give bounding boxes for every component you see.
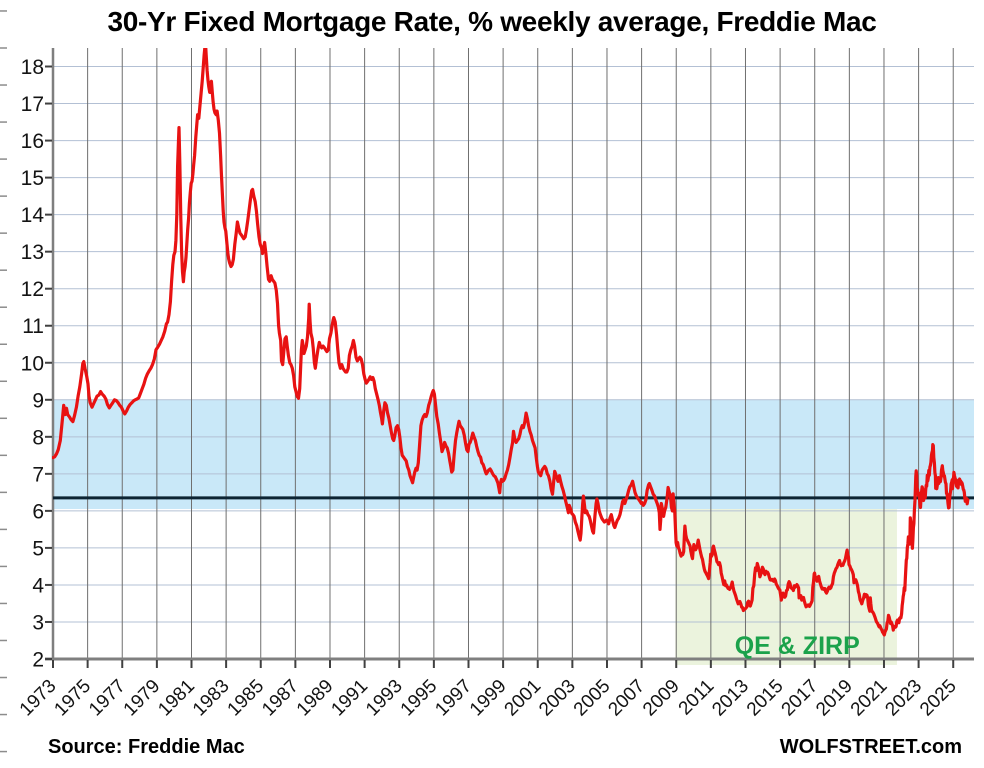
x-tick-label: 2009 (639, 676, 684, 721)
x-tick-label: 2023 (881, 676, 926, 721)
rate-line-series (52, 48, 970, 637)
qe-zirp-region (675, 509, 897, 665)
chart-annotations: QE & ZIRP (735, 632, 860, 660)
y-tick-label: 6 (32, 500, 44, 523)
six-to-nine-percent-band (53, 399, 974, 510)
x-tick-label: 1977 (85, 676, 130, 721)
x-tick-label: 1989 (293, 676, 338, 721)
x-tick-label: 1981 (154, 676, 199, 721)
x-tick-label: 2001 (501, 676, 546, 721)
x-tick-label: 2025 (916, 676, 961, 721)
y-tick-label: 8 (32, 426, 44, 449)
x-tick-label: 2015 (743, 676, 788, 721)
x-tick-label: 1975 (50, 676, 95, 721)
y-tick-label: 10 (21, 352, 44, 375)
rate-line (52, 48, 970, 637)
x-tick-label: 1973 (16, 676, 61, 721)
x-tick-label: 1995 (397, 676, 442, 721)
y-tick-label: 14 (21, 204, 45, 227)
x-tick-label: 1993 (362, 676, 407, 721)
y-tick-label: 9 (32, 389, 44, 412)
y-tick-label: 13 (21, 241, 44, 264)
x-tick-label: 1997 (431, 676, 476, 721)
x-tick-label: 2011 (675, 676, 719, 720)
x-tick-label: 2007 (604, 676, 649, 721)
y-tick-label: 4 (32, 574, 44, 597)
x-tick-label: 1991 (327, 676, 372, 721)
x-tick-label: 2021 (847, 676, 892, 721)
x-tick-label: 2005 (570, 676, 615, 721)
y-tick-label: 16 (21, 130, 44, 153)
y-tick-label: 5 (32, 537, 44, 560)
y-tick-label: 15 (21, 167, 44, 190)
qe-zirp-label: QE & ZIRP (735, 632, 860, 660)
y-tick-label: 18 (21, 56, 44, 79)
y-tick-label: 12 (21, 278, 44, 301)
chart-axes (45, 48, 974, 668)
chart-gridlines (52, 48, 974, 660)
x-tick-label: 1979 (120, 676, 165, 721)
y-tick-label: 11 (22, 315, 44, 338)
left-edge-ticks (0, 10, 7, 753)
chart-bands (53, 399, 974, 665)
y-tick-label: 2 (32, 649, 44, 672)
x-tick-label: 2013 (708, 676, 753, 721)
source-note: Source: Freddie Mac (48, 736, 245, 758)
x-tick-label: 1987 (258, 676, 303, 721)
y-tick-label: 7 (32, 463, 44, 486)
chart-title: 30-Yr Fixed Mortgage Rate, % weekly aver… (107, 6, 877, 37)
x-tick-label: 1999 (466, 676, 511, 721)
x-tick-label: 2003 (535, 676, 580, 721)
y-tick-label: 17 (21, 93, 44, 116)
x-tick-label: 2017 (778, 676, 823, 721)
x-tick-label: 2019 (812, 676, 857, 721)
watermark: WOLFSTREET.com (779, 736, 962, 758)
x-tick-label: 1985 (224, 676, 269, 721)
y-tick-label: 3 (32, 611, 44, 634)
x-tick-label: 1983 (189, 676, 234, 721)
